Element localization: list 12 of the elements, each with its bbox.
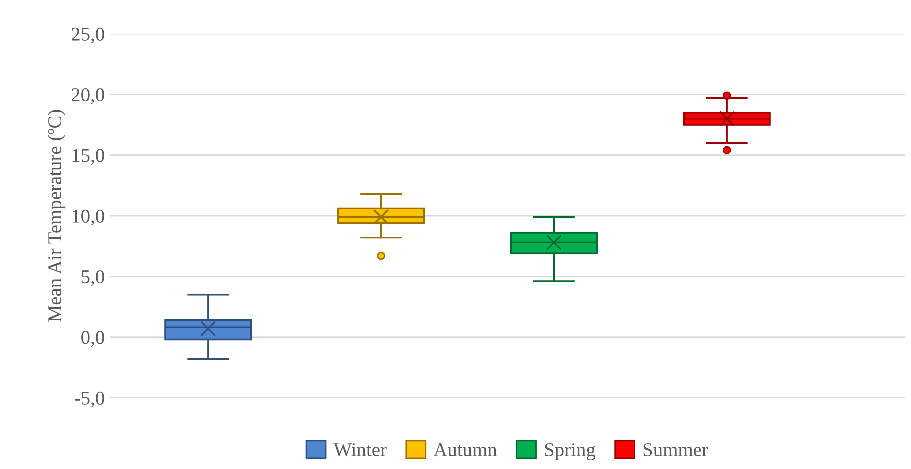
legend-label: Spring xyxy=(545,443,596,461)
y-axis-title: Mean Air Temperature (ºC) xyxy=(48,110,66,322)
y-tick-label: 5,0 xyxy=(82,270,104,286)
legend-label: Autumn xyxy=(434,444,498,457)
y-tick-label: 25,0 xyxy=(72,28,104,44)
y-tick-label: 15,0 xyxy=(72,149,104,166)
legend-label: Winter xyxy=(334,443,387,457)
y-tick-label: 0,0 xyxy=(82,331,104,348)
y-tick-label: 20,0 xyxy=(72,88,104,104)
y-tick-label: -5,0 xyxy=(75,392,104,408)
y-tick-label: 10,0 xyxy=(72,210,104,226)
legend-label: Summer xyxy=(644,443,708,457)
